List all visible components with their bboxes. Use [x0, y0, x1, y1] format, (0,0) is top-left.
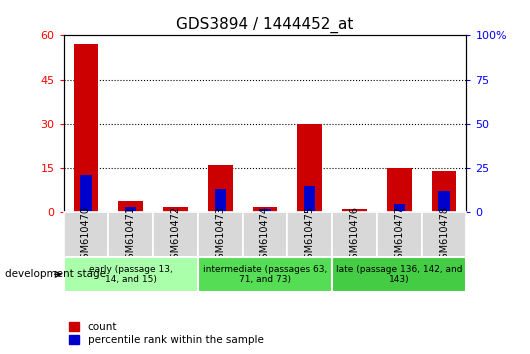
Bar [253, 206, 277, 212]
Bar [118, 201, 143, 212]
Text: late (passage 136, 142, and
143): late (passage 136, 142, and 143) [336, 265, 463, 284]
Text: GSM610476: GSM610476 [349, 206, 359, 265]
Text: GSM610472: GSM610472 [171, 206, 181, 265]
Bar [259, 209, 271, 212]
Bar [125, 207, 136, 212]
Title: GDS3894 / 1444452_at: GDS3894 / 1444452_at [176, 16, 354, 33]
Bar [81, 175, 92, 212]
Bar [74, 44, 98, 212]
Text: GSM610470: GSM610470 [81, 206, 91, 265]
Bar [387, 168, 412, 212]
Bar [432, 171, 456, 212]
Bar [297, 124, 322, 212]
Bar [208, 165, 233, 212]
Bar [170, 211, 181, 212]
Text: early (passage 13,
14, and 15): early (passage 13, 14, and 15) [89, 265, 173, 284]
Bar [287, 212, 332, 257]
Bar [332, 257, 466, 292]
Bar [332, 212, 377, 257]
Bar [153, 212, 198, 257]
Bar [198, 212, 243, 257]
Bar [243, 212, 287, 257]
Text: GSM610474: GSM610474 [260, 206, 270, 265]
Bar [349, 211, 360, 212]
Bar [64, 257, 198, 292]
Bar [163, 206, 188, 212]
Bar [377, 212, 422, 257]
Bar [394, 204, 405, 212]
Legend: count, percentile rank within the sample: count, percentile rank within the sample [69, 322, 263, 345]
Text: GSM610473: GSM610473 [215, 206, 225, 265]
Text: GSM610478: GSM610478 [439, 206, 449, 265]
Bar [438, 191, 449, 212]
Bar [215, 189, 226, 212]
Bar [304, 186, 315, 212]
Bar [198, 257, 332, 292]
Bar [64, 212, 108, 257]
Text: GSM610475: GSM610475 [305, 206, 315, 265]
Text: development stage: development stage [5, 269, 107, 279]
Bar [422, 212, 466, 257]
Text: GSM610477: GSM610477 [394, 206, 404, 265]
Bar [108, 212, 153, 257]
Bar [342, 210, 367, 212]
Text: GSM610471: GSM610471 [126, 206, 136, 265]
Text: intermediate (passages 63,
71, and 73): intermediate (passages 63, 71, and 73) [203, 265, 327, 284]
